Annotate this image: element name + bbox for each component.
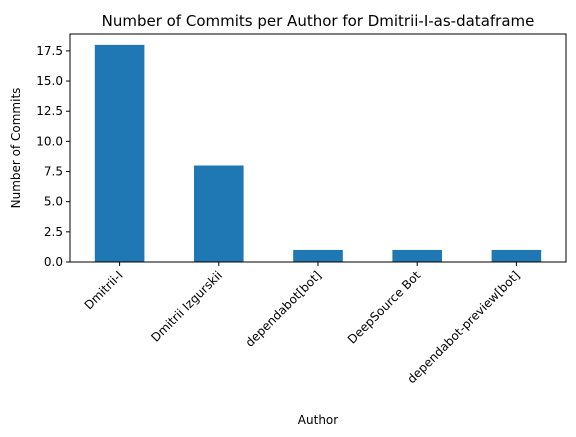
bar-0 [95, 45, 145, 262]
y-tick-label-7: 17.5 [36, 44, 63, 58]
bar-4 [492, 250, 542, 262]
y-axis-label: Number of Commits [9, 88, 23, 209]
y-tick-label-2: 5.0 [44, 195, 63, 209]
y-tick-label-5: 12.5 [36, 104, 63, 118]
bar-3 [392, 250, 442, 262]
y-tick-label-0: 0.0 [44, 255, 63, 269]
y-axis-ticks: 0.0 2.5 5.0 7.5 10.0 12.5 15.0 17.5 [36, 44, 70, 269]
x-tick-label-2: dependabot[bot] [243, 268, 325, 350]
y-tick-label-4: 10.0 [36, 134, 63, 148]
bars-group [95, 45, 541, 262]
x-axis-label: Author [298, 413, 338, 427]
x-tick-label-3: DeepSource Bot [345, 268, 424, 347]
bar-2 [293, 250, 343, 262]
x-tick-label-0: Dmitrii-I [82, 268, 126, 312]
x-tick-label-4: dependabot-preview[bot] [405, 268, 523, 386]
y-tick-label-1: 2.5 [44, 225, 63, 239]
x-axis-ticks: Dmitrii-I Dmitrii Izgurskii dependabot[bot… [82, 262, 523, 386]
x-tick-label-1: Dmitrii Izgurskii [148, 268, 225, 345]
bar-1 [194, 165, 244, 262]
y-tick-label-3: 7.5 [44, 165, 63, 179]
y-tick-label-6: 15.0 [36, 74, 63, 88]
chart-title: Number of Commits per Author for Dmitrii… [102, 12, 535, 30]
